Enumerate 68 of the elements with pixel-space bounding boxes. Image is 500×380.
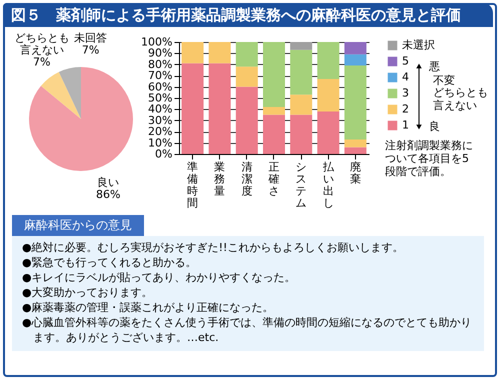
bar	[317, 78, 340, 112]
text: 麻酔科医からの意見	[12, 215, 144, 236]
legend-label: 未選択	[402, 38, 435, 52]
pie-slice	[58, 67, 81, 119]
x-tick-label: システム	[296, 160, 307, 210]
text: どちらとも言えない	[433, 86, 488, 112]
text: ●麻薬毒薬の管理・誤薬これがより正確になった。	[22, 300, 275, 315]
bar	[290, 114, 312, 154]
legend-label: 2	[402, 102, 409, 116]
text: 注射剤調製業務について各項目を5段階で評価。	[385, 139, 473, 178]
bar	[344, 42, 366, 54]
data-label: 7%	[82, 44, 100, 57]
pie-slice	[29, 67, 133, 171]
bar	[263, 42, 285, 107]
data-label: 86%	[96, 188, 120, 201]
bar	[290, 94, 312, 115]
y-tick-label: 30%	[148, 114, 172, 127]
bar	[290, 42, 312, 50]
slice-label: 未回答	[74, 32, 108, 45]
bar	[290, 50, 312, 95]
legend-label: 5	[402, 54, 409, 68]
text: ●大変助かっております。	[22, 285, 154, 300]
x-tick-label: 正確さ	[268, 160, 280, 198]
text: ●絶対に必要。むしろ実現がおそすぎた!!これからもよろしくお願いします。	[22, 240, 404, 255]
legend-label: 1	[402, 118, 409, 132]
y-tick-label: 60%	[148, 80, 172, 94]
y-tick-label: 0%	[155, 148, 172, 160]
text: ●緊急でも行ってくれると助かる。	[22, 255, 198, 270]
bar	[182, 42, 204, 64]
bar	[344, 66, 366, 140]
bar	[208, 42, 231, 64]
y-tick-label: 10%	[148, 136, 172, 150]
y-tick-label: 100%	[141, 36, 172, 48]
x-tick-label: 業務量	[214, 160, 226, 198]
bar	[344, 139, 366, 148]
bar	[263, 106, 285, 115]
text: ●心臓血管外科等の薬をたくさん使う手術では、準備の時間の短縮になるのでとても助かります。ありがとうございます。…etc.	[22, 315, 473, 345]
data-label: 7%	[33, 55, 50, 68]
text: 不変	[433, 74, 455, 87]
x-tick-label: 清潔度	[241, 160, 252, 198]
y-tick-label: 80%	[148, 58, 172, 71]
bar	[317, 111, 340, 154]
text: 悪	[428, 60, 440, 73]
pie-slice	[40, 72, 81, 119]
bar	[236, 42, 258, 67]
x-tick-label: 払い出し	[322, 160, 335, 210]
slice-label: 良い	[97, 176, 120, 189]
text: ●キレイにラベルが貼ってあり、わかりやすくなった。	[22, 270, 297, 285]
x-tick-label: 廃棄	[350, 160, 361, 186]
legend-label: 4	[402, 70, 409, 84]
x-tick-label: 準備時間	[187, 160, 198, 210]
bar	[236, 66, 258, 87]
legend-label: 3	[402, 86, 409, 100]
y-tick-label: 40%	[148, 102, 172, 116]
y-tick-label: 70%	[148, 69, 172, 82]
bar	[317, 42, 340, 79]
bar	[263, 114, 285, 154]
y-tick-label: 20%	[148, 125, 172, 138]
bar	[344, 54, 366, 66]
bar	[208, 63, 231, 154]
text: 良	[429, 120, 440, 133]
y-tick-label: 90%	[148, 46, 172, 60]
y-tick-label: 50%	[148, 92, 172, 104]
slice-label: どちらとも言えない	[14, 31, 70, 56]
bar	[344, 147, 366, 154]
text: 図５ 薬剤師による手術用薬品調製業務への麻酔科医の意見と評価	[3, 3, 493, 27]
bar	[236, 86, 258, 154]
bar	[182, 63, 204, 154]
